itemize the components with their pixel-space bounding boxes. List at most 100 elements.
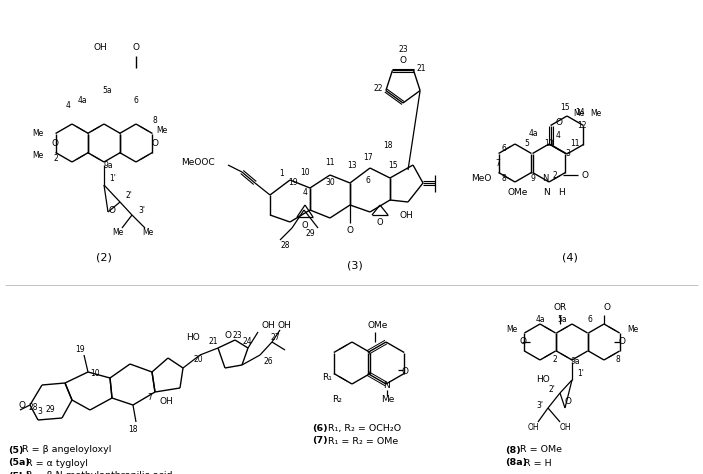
Text: N: N xyxy=(384,381,390,390)
Text: 13: 13 xyxy=(347,161,357,170)
Text: 5a: 5a xyxy=(557,316,567,325)
Text: 29: 29 xyxy=(305,228,315,237)
Text: 4: 4 xyxy=(65,100,70,109)
Text: 1': 1' xyxy=(577,368,584,377)
Text: 15: 15 xyxy=(388,161,398,170)
Text: (2): (2) xyxy=(96,253,112,263)
Text: 19: 19 xyxy=(75,346,85,355)
Text: Me: Me xyxy=(156,126,167,135)
Text: Me: Me xyxy=(627,326,638,335)
Text: Me: Me xyxy=(112,228,124,237)
Text: 3': 3' xyxy=(536,401,543,410)
Text: O: O xyxy=(302,220,309,229)
Text: O: O xyxy=(224,330,231,339)
Text: 3': 3' xyxy=(138,206,145,215)
Text: (6): (6) xyxy=(312,423,328,432)
Text: Me: Me xyxy=(32,151,44,159)
Text: 2: 2 xyxy=(553,171,557,180)
Text: O: O xyxy=(51,138,58,147)
Text: 3: 3 xyxy=(37,408,42,417)
Text: O: O xyxy=(132,43,139,52)
Text: OH: OH xyxy=(93,43,107,52)
Text: R = H: R = H xyxy=(521,458,552,467)
Text: 30: 30 xyxy=(325,177,335,186)
Text: 19: 19 xyxy=(288,177,298,186)
Text: 1': 1' xyxy=(109,173,116,182)
Text: (8a): (8a) xyxy=(505,458,527,467)
Text: 21: 21 xyxy=(208,337,218,346)
Text: 8: 8 xyxy=(153,116,157,125)
Text: 9: 9 xyxy=(531,173,536,182)
Text: O: O xyxy=(401,367,408,376)
Text: 9a: 9a xyxy=(103,161,112,170)
Text: (8): (8) xyxy=(505,446,521,455)
Text: 12: 12 xyxy=(577,120,587,129)
Text: (5a): (5a) xyxy=(8,458,30,467)
Text: Me: Me xyxy=(574,109,585,118)
Text: HO: HO xyxy=(186,334,200,343)
Text: Me: Me xyxy=(381,395,394,404)
Text: 4a: 4a xyxy=(535,316,545,325)
Text: 6: 6 xyxy=(588,316,593,325)
Text: R = β angeloyloxyl: R = β angeloyloxyl xyxy=(20,446,112,455)
Text: (7): (7) xyxy=(312,437,328,446)
Text: O: O xyxy=(520,337,527,346)
Text: 7: 7 xyxy=(496,158,501,167)
Text: 6: 6 xyxy=(501,144,506,153)
Text: OR: OR xyxy=(553,303,567,312)
Text: (4): (4) xyxy=(562,253,578,263)
Text: 8: 8 xyxy=(502,173,506,182)
Text: OH: OH xyxy=(559,423,571,432)
Text: O: O xyxy=(152,138,158,147)
Text: O: O xyxy=(555,118,562,127)
Text: 9a: 9a xyxy=(570,357,580,366)
Text: N: N xyxy=(543,188,550,197)
Text: O: O xyxy=(565,398,572,407)
Text: R₁: R₁ xyxy=(322,374,332,383)
Text: 11: 11 xyxy=(325,157,335,166)
Text: OH: OH xyxy=(160,398,174,407)
Text: 4: 4 xyxy=(302,188,307,197)
Text: O: O xyxy=(399,55,406,64)
Text: 3: 3 xyxy=(565,148,570,157)
Text: R₁ = R₂ = OMe: R₁ = R₂ = OMe xyxy=(325,437,398,446)
Text: 4: 4 xyxy=(555,130,560,139)
Text: 4a: 4a xyxy=(528,128,538,137)
Text: R = OMe: R = OMe xyxy=(517,446,562,455)
Text: 22: 22 xyxy=(373,84,382,93)
Text: 10: 10 xyxy=(90,368,100,377)
Text: 27: 27 xyxy=(270,334,280,343)
Text: R₂: R₂ xyxy=(332,395,342,404)
Text: H: H xyxy=(558,188,565,197)
Text: 18: 18 xyxy=(128,426,138,435)
Text: 10: 10 xyxy=(300,167,310,176)
Text: MeO: MeO xyxy=(472,173,492,182)
Text: OMe: OMe xyxy=(368,320,388,329)
Text: O: O xyxy=(603,303,610,312)
Text: Me: Me xyxy=(506,326,517,335)
Text: 20: 20 xyxy=(193,356,202,365)
Text: 8: 8 xyxy=(616,356,620,365)
Text: Me: Me xyxy=(32,128,44,137)
Text: 21: 21 xyxy=(417,64,426,73)
Text: 6: 6 xyxy=(134,95,138,104)
Text: 15: 15 xyxy=(560,102,570,111)
Text: O: O xyxy=(108,206,115,215)
Text: O: O xyxy=(347,226,354,235)
Text: 1: 1 xyxy=(280,168,285,177)
Text: 17: 17 xyxy=(363,153,373,162)
Text: 11: 11 xyxy=(570,138,580,147)
Text: OH: OH xyxy=(261,321,275,330)
Text: 2: 2 xyxy=(53,154,58,163)
Text: R₁, R₂ = OCH₂O: R₁, R₂ = OCH₂O xyxy=(325,423,401,432)
Text: 14: 14 xyxy=(575,108,585,117)
Text: 5: 5 xyxy=(524,138,529,147)
Text: R = α tygloyl: R = α tygloyl xyxy=(23,458,88,467)
Text: (5b): (5b) xyxy=(8,472,30,474)
Text: 10: 10 xyxy=(544,138,554,147)
Text: 24: 24 xyxy=(243,337,252,346)
Text: O: O xyxy=(377,218,383,227)
Text: 2: 2 xyxy=(553,356,557,365)
Text: 28: 28 xyxy=(280,240,290,249)
Text: HO: HO xyxy=(536,375,550,384)
